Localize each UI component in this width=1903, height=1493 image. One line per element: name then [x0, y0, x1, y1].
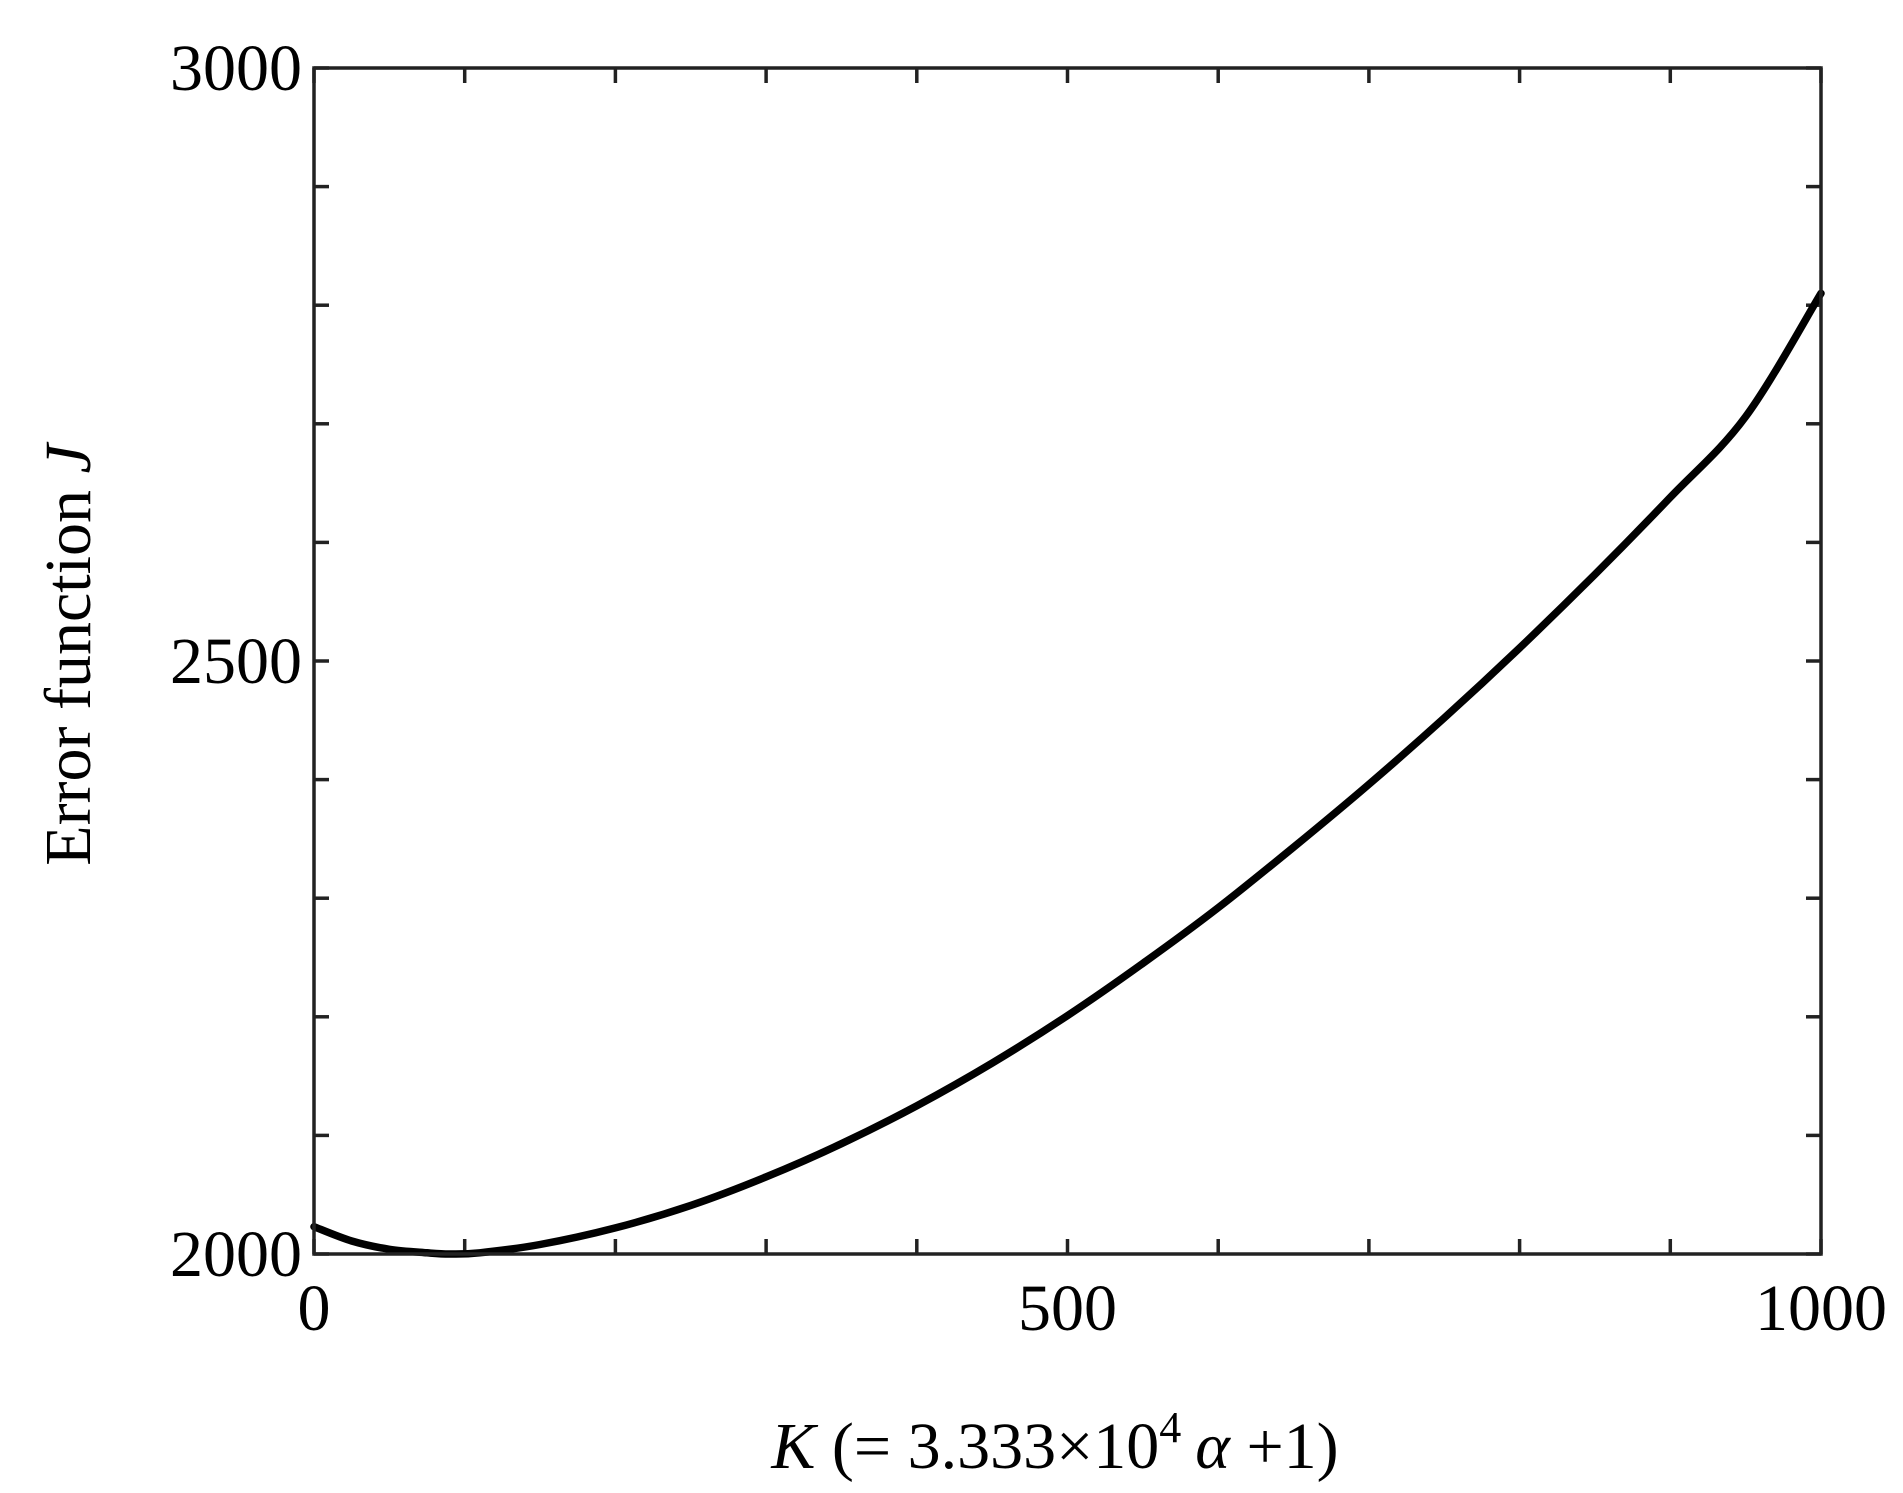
series-line [310, 289, 1825, 1258]
y-axis-label: Error function J [32, 442, 105, 866]
y-tick-label: 2500 [170, 625, 302, 698]
axis-ticks [312, 66, 1823, 1256]
x-tick-labels: 0 500 1000 [298, 1272, 1888, 1345]
plot-frame [312, 66, 1823, 1256]
x-tick-label: 0 [298, 1272, 331, 1345]
x-tick-label: 1000 [1755, 1272, 1887, 1345]
y-tick-label: 3000 [170, 32, 302, 105]
x-tick-label: 500 [1018, 1272, 1117, 1345]
y-tick-labels: 2000 2500 3000 [170, 32, 302, 1291]
y-tick-label: 2000 [170, 1218, 302, 1291]
x-axis-label: K (= 3.333×104 α +1) [770, 1403, 1338, 1483]
